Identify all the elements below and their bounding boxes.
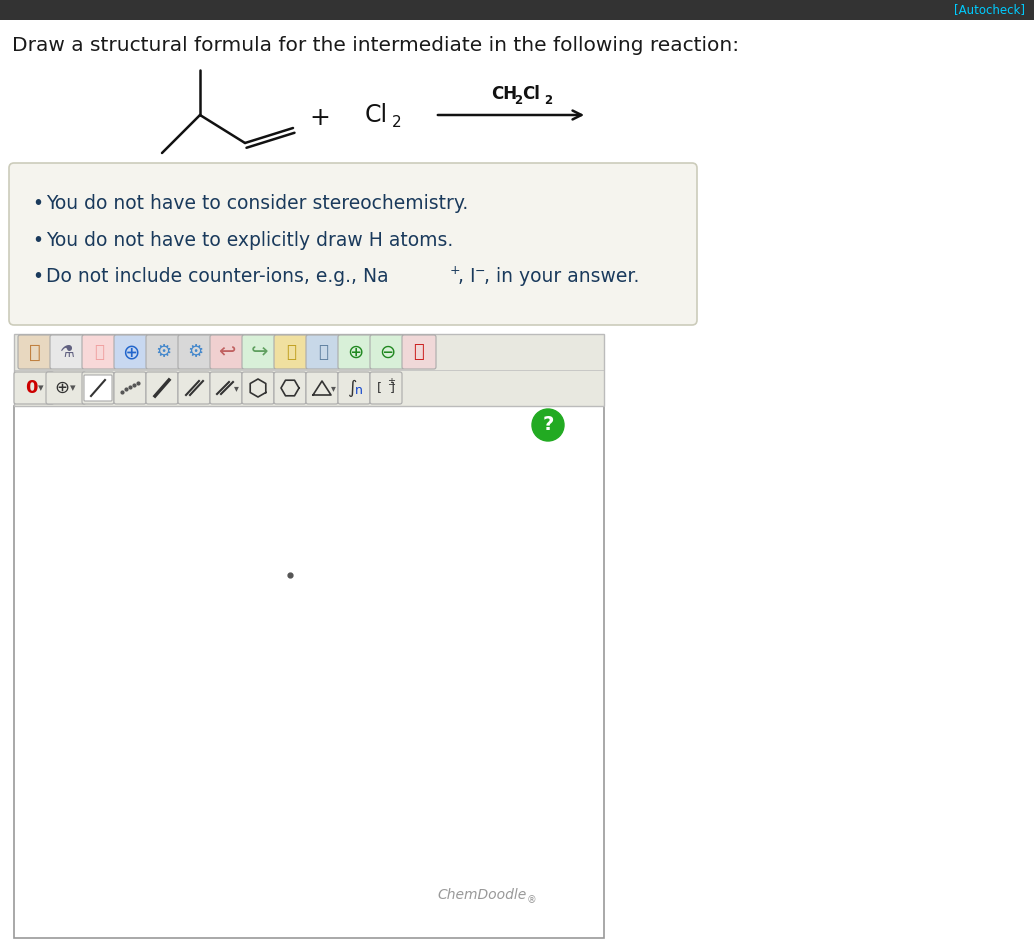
FancyBboxPatch shape	[370, 372, 402, 404]
FancyBboxPatch shape	[178, 372, 210, 404]
Text: ±: ±	[387, 377, 395, 387]
Text: You do not have to explicitly draw H atoms.: You do not have to explicitly draw H ato…	[45, 230, 453, 249]
Text: 2: 2	[392, 115, 401, 130]
FancyBboxPatch shape	[114, 372, 146, 404]
Text: ?: ?	[542, 415, 553, 434]
FancyBboxPatch shape	[0, 20, 1034, 948]
Text: 🎨: 🎨	[414, 343, 424, 361]
Text: ↪: ↪	[250, 342, 268, 362]
Text: CH: CH	[491, 85, 517, 103]
FancyBboxPatch shape	[210, 335, 244, 369]
Text: Cl: Cl	[365, 103, 388, 127]
FancyBboxPatch shape	[82, 335, 116, 369]
FancyBboxPatch shape	[274, 372, 306, 404]
Text: ⊖: ⊖	[378, 342, 395, 361]
Text: •: •	[32, 230, 43, 249]
Text: , I: , I	[458, 267, 476, 286]
Text: ®: ®	[527, 895, 537, 905]
Text: ⚙: ⚙	[155, 343, 171, 361]
Text: •: •	[32, 193, 43, 212]
Text: −: −	[475, 264, 486, 278]
Text: ⚙: ⚙	[187, 343, 203, 361]
Text: You do not have to consider stereochemistry.: You do not have to consider stereochemis…	[45, 193, 468, 212]
Text: Cl: Cl	[522, 85, 540, 103]
FancyBboxPatch shape	[210, 372, 242, 404]
FancyBboxPatch shape	[242, 372, 274, 404]
FancyBboxPatch shape	[14, 406, 604, 938]
FancyBboxPatch shape	[402, 335, 436, 369]
FancyBboxPatch shape	[146, 372, 178, 404]
Text: 2: 2	[544, 94, 552, 106]
FancyBboxPatch shape	[82, 372, 114, 404]
FancyBboxPatch shape	[9, 163, 697, 325]
Text: 0: 0	[25, 379, 37, 397]
Text: Draw a structural formula for the intermediate in the following reaction:: Draw a structural formula for the interm…	[12, 35, 739, 54]
Text: ⊕: ⊕	[346, 342, 363, 361]
Text: ChemDoodle: ChemDoodle	[437, 888, 527, 902]
FancyBboxPatch shape	[146, 335, 180, 369]
FancyBboxPatch shape	[274, 335, 308, 369]
FancyBboxPatch shape	[18, 335, 52, 369]
FancyBboxPatch shape	[84, 375, 112, 401]
Text: ⚗: ⚗	[60, 343, 74, 361]
FancyBboxPatch shape	[0, 0, 1034, 20]
FancyBboxPatch shape	[114, 335, 148, 369]
Text: Do not include counter-ions, e.g., Na: Do not include counter-ions, e.g., Na	[45, 267, 389, 286]
Circle shape	[533, 409, 564, 441]
Text: ⊕: ⊕	[55, 379, 69, 397]
FancyBboxPatch shape	[50, 335, 84, 369]
Text: , in your answer.: , in your answer.	[484, 267, 639, 286]
Text: ↩: ↩	[218, 342, 236, 362]
Text: ▾: ▾	[234, 383, 239, 393]
Text: •: •	[32, 267, 43, 286]
FancyBboxPatch shape	[178, 335, 212, 369]
FancyBboxPatch shape	[14, 334, 604, 406]
Text: +: +	[309, 106, 331, 130]
FancyBboxPatch shape	[338, 335, 372, 369]
Text: ∫: ∫	[347, 379, 357, 397]
Text: [Autocheck]: [Autocheck]	[954, 4, 1025, 16]
Text: [  ]: [ ]	[377, 381, 395, 394]
Text: +: +	[450, 264, 460, 278]
FancyBboxPatch shape	[45, 372, 86, 404]
Text: ▾: ▾	[331, 383, 335, 393]
Text: ▾: ▾	[70, 383, 75, 393]
Text: 📄: 📄	[318, 343, 328, 361]
Text: 🖼: 🖼	[286, 343, 296, 361]
Text: ⬜: ⬜	[94, 343, 104, 361]
FancyBboxPatch shape	[370, 335, 404, 369]
Text: ⊕: ⊕	[122, 342, 140, 362]
Text: 2: 2	[514, 94, 522, 106]
Text: ▾: ▾	[38, 383, 43, 393]
Text: ✋: ✋	[29, 342, 41, 361]
FancyBboxPatch shape	[338, 372, 370, 404]
FancyBboxPatch shape	[306, 335, 340, 369]
FancyBboxPatch shape	[242, 335, 276, 369]
FancyBboxPatch shape	[14, 372, 54, 404]
FancyBboxPatch shape	[306, 372, 338, 404]
Text: n: n	[355, 385, 363, 397]
